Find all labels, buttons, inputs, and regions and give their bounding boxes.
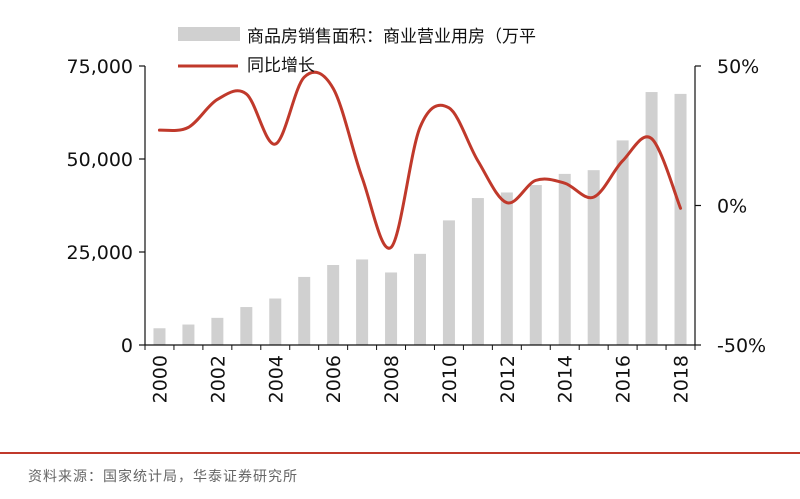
bar-2004 [269, 298, 282, 345]
chart: 0 25,000 50,000 75,000 -50% 0% 50% 2000 2002 2004… [67, 27, 767, 403]
legend: 商品房销售面积：商业营业用房（万平 同比增长 [178, 27, 536, 76]
x-tick-label: 2018 [671, 355, 693, 403]
bar-2014 [558, 173, 571, 345]
bar-2011 [471, 198, 484, 345]
growth-line [157, 70, 683, 250]
bar-2009 [414, 253, 426, 345]
bar-2013 [529, 185, 542, 345]
y-right-tick-label: 50% [717, 56, 759, 78]
bar-2000 [153, 328, 166, 345]
y-left-tick-label: 50,000 [67, 149, 133, 171]
bar-2006 [327, 265, 340, 345]
legend-label-growth: 同比增长 [247, 56, 315, 76]
bar-2007 [356, 259, 369, 345]
bar-2003 [240, 307, 253, 345]
x-tick-label: 2014 [555, 355, 577, 403]
bar-2016 [616, 140, 629, 345]
source-note: 资料来源：国家统计局，华泰证券研究所 [28, 469, 298, 485]
legend-swatch-area [178, 27, 240, 41]
x-tick-label: 2012 [497, 355, 519, 403]
bar-2012 [500, 192, 513, 345]
y-left-tick-label: 0 [121, 335, 133, 357]
bar-2005 [298, 276, 311, 345]
bar-2002 [211, 317, 224, 345]
x-tick-label: 2008 [381, 355, 403, 403]
bar-2010 [442, 220, 455, 345]
axes-group: 0 25,000 50,000 75,000 -50% 0% 50% 2000 2002 2004… [67, 56, 767, 403]
y-left-tick-label: 75,000 [67, 56, 133, 78]
bar-2001 [182, 324, 195, 345]
x-tick-label: 2004 [265, 355, 287, 403]
bar-2008 [385, 272, 398, 345]
legend-label-area: 商品房销售面积：商业营业用房（万平 [247, 27, 536, 47]
x-tick-label: 2006 [323, 355, 345, 403]
bar-2018 [674, 93, 687, 346]
bars-group [153, 92, 687, 346]
x-tick-label: 2000 [149, 355, 171, 403]
growth-line-group [157, 70, 683, 250]
x-tick-label: 2016 [613, 355, 635, 403]
bar-2017 [645, 92, 658, 345]
y-right-tick-label: 0% [717, 196, 747, 218]
source-divider [0, 452, 800, 454]
bar-2015 [587, 170, 600, 345]
x-tick-label: 2010 [439, 355, 461, 403]
y-right-tick-label: -50% [717, 335, 766, 357]
x-tick-label: 2002 [207, 355, 229, 403]
y-left-tick-label: 25,000 [67, 242, 133, 264]
